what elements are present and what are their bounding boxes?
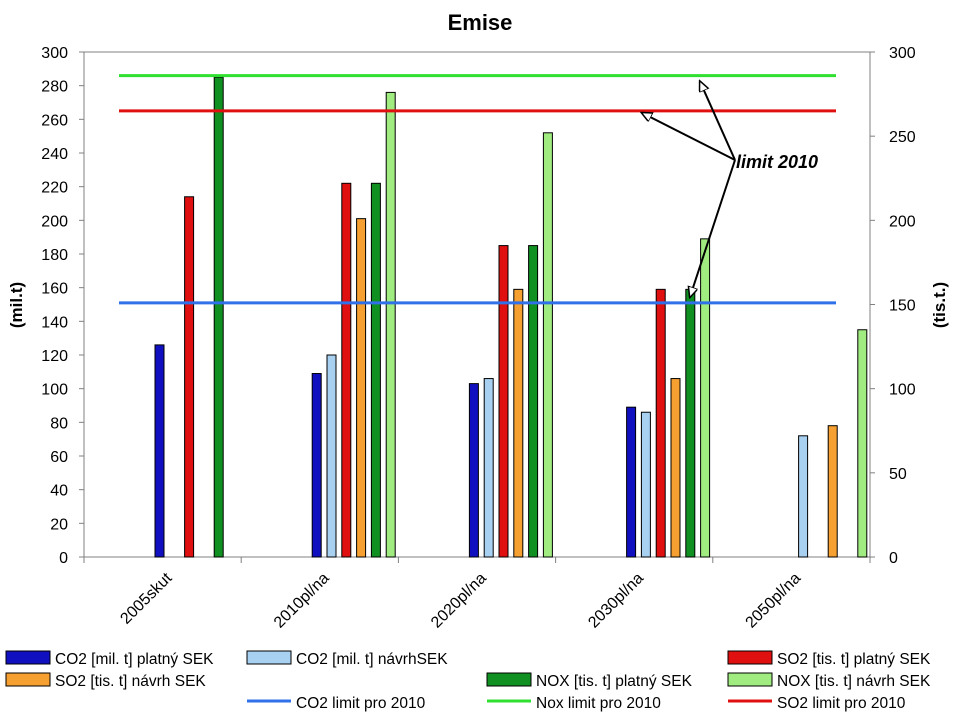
- bar: [685, 288, 696, 558]
- right-tick-label: 100: [889, 382, 916, 399]
- bar: [626, 406, 637, 558]
- bar: [385, 91, 396, 558]
- legend-label: CO2 limit pro 2010: [296, 695, 426, 712]
- right-tick-label: 0: [889, 550, 898, 567]
- left-tick-label: 120: [41, 348, 68, 365]
- left-tick-label: 100: [41, 382, 68, 399]
- bar: [528, 245, 539, 558]
- right-tick-label: 250: [889, 129, 916, 146]
- right-tick-label: 200: [889, 213, 916, 230]
- limit-annotation: limit 2010: [642, 82, 818, 297]
- legend-label: NOX [tis. t] návrh SEK: [777, 673, 931, 690]
- category-label: 2010pl/na: [271, 570, 333, 632]
- left-tick-label: 140: [41, 314, 68, 331]
- left-tick-label: 60: [50, 449, 68, 466]
- legend-label: Nox limit pro 2010: [536, 695, 661, 712]
- bar: [670, 378, 681, 558]
- legend-label: SO2 limit pro 2010: [777, 695, 906, 712]
- left-tick-label: 280: [41, 79, 68, 96]
- annotation-arrow: [642, 113, 736, 161]
- legend-swatch: [727, 650, 773, 665]
- bar: [655, 288, 666, 558]
- right-tick-label: 300: [889, 45, 916, 62]
- bar: [542, 132, 553, 558]
- bar: [857, 329, 868, 558]
- bar: [184, 196, 195, 558]
- annotation-label: limit 2010: [736, 152, 818, 172]
- bar: [640, 411, 651, 558]
- right-axis: 0 50 100 150 200 250 300: [870, 45, 916, 567]
- bar: [356, 218, 367, 558]
- left-tick-label: 200: [41, 213, 68, 230]
- annotation-arrow: [700, 82, 736, 161]
- bar: [827, 425, 838, 558]
- limit-lines: [119, 74, 836, 305]
- bar: [341, 182, 352, 558]
- legend-swatch: [486, 672, 532, 687]
- category-label: 2005skut: [117, 569, 175, 627]
- left-tick-label: 300: [41, 45, 68, 62]
- left-axis-title: (mil.t): [7, 282, 26, 328]
- left-tick-label: 80: [50, 415, 68, 432]
- legend: CO2 [mil. t] platný SEK CO2 [mil. t] návr…: [5, 650, 931, 712]
- bar: [311, 373, 322, 558]
- left-axis: 0 20 40 60 80 100 120 140 160 180 200 220 240 260 280 3…: [41, 45, 84, 567]
- bar: [326, 354, 337, 558]
- legend-label: SO2 [tis. t] návrh SEK: [55, 673, 206, 690]
- left-tick-label: 20: [50, 516, 68, 533]
- left-tick-label: 40: [50, 483, 68, 500]
- annotation-arrow: [690, 159, 736, 297]
- bar: [483, 378, 494, 558]
- left-tick-label: 240: [41, 146, 68, 163]
- bar: [798, 435, 809, 558]
- right-tick-label: 50: [889, 466, 907, 483]
- left-tick-label: 220: [41, 180, 68, 197]
- category-label: 2050pl/na: [743, 570, 805, 632]
- legend-label: CO2 [mil. t] návrhSEK: [296, 651, 448, 668]
- category-axis: 2005skut 2010pl/na 2020pl/na 2030pl/na 2050p…: [83, 557, 871, 632]
- legend-label: SO2 [tis. t] platný SEK: [777, 651, 931, 668]
- left-tick-label: 180: [41, 247, 68, 264]
- category-label: 2030pl/na: [585, 570, 647, 632]
- bar: [700, 238, 711, 558]
- legend-label: NOX [tis. t] platný SEK: [536, 673, 693, 690]
- legend-swatch: [5, 672, 51, 687]
- left-tick-label: 260: [41, 112, 68, 129]
- right-tick-label: 150: [889, 298, 916, 315]
- chart-title: Emise: [448, 10, 513, 35]
- bar: [513, 288, 524, 558]
- bar: [154, 344, 165, 558]
- legend-label: CO2 [mil. t] platný SEK: [55, 651, 214, 668]
- right-axis-title: (tis.t.): [930, 282, 949, 328]
- legend-swatch: [727, 672, 773, 687]
- bar: [370, 182, 381, 558]
- bar: [213, 76, 224, 558]
- left-tick-label: 160: [41, 281, 68, 298]
- category-label: 2020pl/na: [428, 570, 490, 632]
- left-tick-label: 0: [59, 550, 68, 567]
- bar: [468, 383, 479, 558]
- legend-swatch: [246, 650, 292, 665]
- legend-swatch: [5, 650, 51, 665]
- bar: [498, 245, 509, 558]
- bars: [154, 76, 868, 558]
